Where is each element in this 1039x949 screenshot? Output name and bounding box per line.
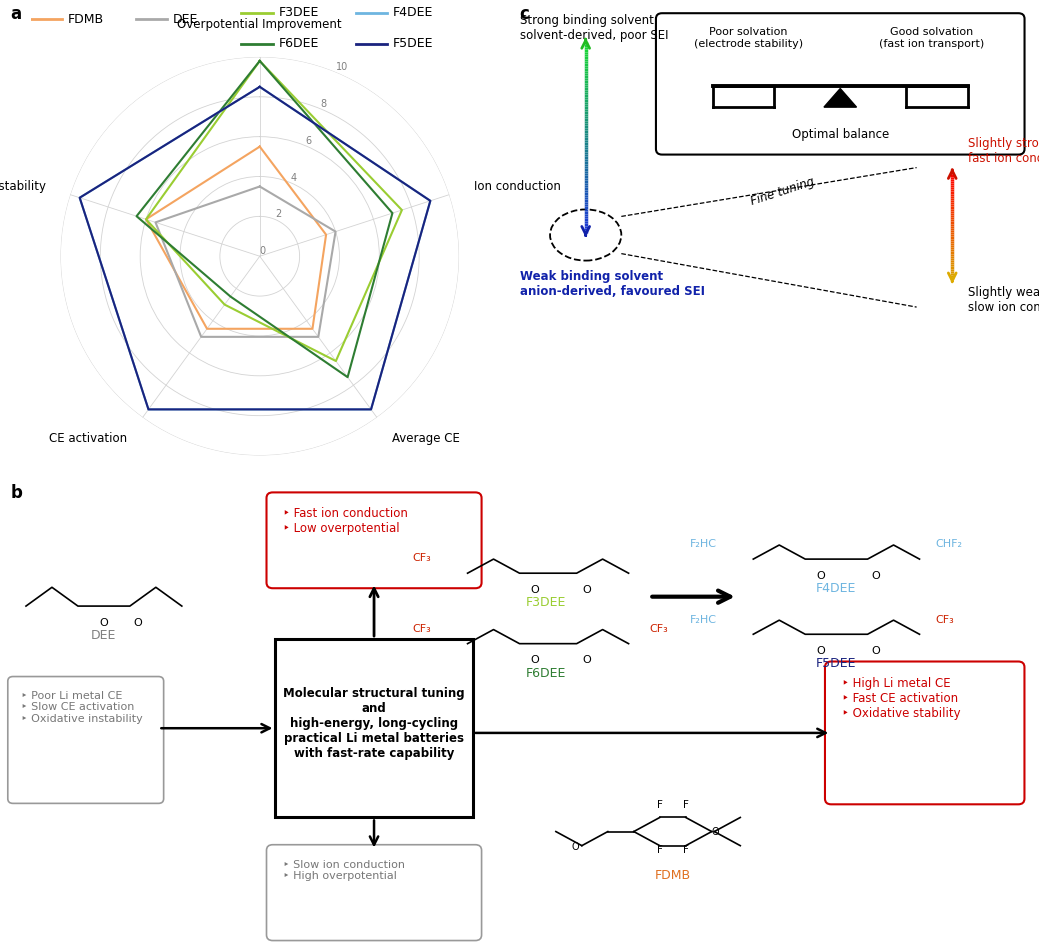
Text: F6DEE: F6DEE: [278, 37, 319, 50]
Text: FDMB: FDMB: [68, 13, 104, 26]
Text: FDMB: FDMB: [655, 868, 691, 882]
Text: O: O: [583, 656, 591, 665]
Text: DEE: DEE: [174, 13, 198, 26]
Text: CF₃: CF₃: [649, 623, 668, 634]
Text: F₂HC: F₂HC: [690, 539, 717, 549]
Text: ‣ Slow ion conduction
‣ High overpotential: ‣ Slow ion conduction ‣ High overpotenti…: [283, 860, 405, 882]
Text: F5DEE: F5DEE: [393, 37, 433, 50]
Text: F: F: [657, 845, 663, 855]
Text: CF₃: CF₃: [935, 615, 954, 624]
Text: O: O: [100, 618, 108, 628]
Text: Molecular structural tuning
and
high-energy, long-cycling
practical Li metal bat: Molecular structural tuning and high-ene…: [284, 687, 464, 760]
FancyBboxPatch shape: [267, 493, 482, 588]
Text: F: F: [683, 800, 689, 810]
Polygon shape: [824, 88, 856, 107]
Text: F5DEE: F5DEE: [817, 657, 856, 670]
FancyBboxPatch shape: [8, 677, 164, 804]
Text: Good solvation
(fast ion transport): Good solvation (fast ion transport): [879, 28, 985, 48]
Text: F: F: [657, 800, 663, 810]
Text: b: b: [10, 484, 22, 502]
Text: Slightly weaker solvent
slow ion conduction: Slightly weaker solvent slow ion conduct…: [967, 287, 1039, 314]
Text: O: O: [871, 646, 880, 656]
FancyBboxPatch shape: [825, 661, 1024, 805]
Text: O: O: [817, 646, 825, 656]
Text: F3DEE: F3DEE: [526, 596, 565, 609]
FancyBboxPatch shape: [267, 845, 482, 940]
Text: Optimal balance: Optimal balance: [792, 127, 888, 140]
Text: F6DEE: F6DEE: [526, 666, 565, 679]
Text: ‣ Fast ion conduction
‣ Low overpotential: ‣ Fast ion conduction ‣ Low overpotentia…: [283, 508, 408, 535]
Text: c: c: [520, 5, 530, 23]
Text: Weak binding solvent
anion-derived, favoured SEI: Weak binding solvent anion-derived, favo…: [520, 270, 704, 298]
Text: O: O: [712, 827, 719, 837]
Text: O: O: [583, 585, 591, 595]
Text: F4DEE: F4DEE: [817, 582, 856, 595]
Text: O: O: [571, 843, 580, 852]
Text: O: O: [133, 618, 142, 628]
Text: F3DEE: F3DEE: [278, 6, 319, 19]
Text: O: O: [531, 656, 539, 665]
Text: CF₃: CF₃: [412, 553, 431, 564]
FancyBboxPatch shape: [656, 13, 1024, 155]
Text: ‣ Poor Li metal CE
‣ Slow CE activation
‣ Oxidative instability: ‣ Poor Li metal CE ‣ Slow CE activation …: [21, 691, 142, 724]
Text: DEE: DEE: [91, 629, 116, 642]
Text: Poor solvation
(electrode stability): Poor solvation (electrode stability): [694, 28, 803, 48]
Text: CHF₂: CHF₂: [935, 539, 962, 549]
Text: Slightly stronger solvent
fast ion conduction: Slightly stronger solvent fast ion condu…: [967, 138, 1039, 165]
Bar: [275, 639, 473, 817]
Text: F4DEE: F4DEE: [393, 6, 433, 19]
Text: Strong binding solvent
solvent-derived, poor SEI: Strong binding solvent solvent-derived, …: [520, 14, 668, 42]
Text: O: O: [817, 571, 825, 581]
Text: CF₃: CF₃: [412, 623, 431, 634]
Text: a: a: [10, 5, 22, 23]
Text: Fine tuning: Fine tuning: [748, 175, 816, 208]
Text: ‣ High Li metal CE
‣ Fast CE activation
‣ Oxidative stability: ‣ High Li metal CE ‣ Fast CE activation …: [842, 677, 960, 719]
Text: O: O: [531, 585, 539, 595]
Text: O: O: [871, 571, 880, 581]
Text: F₂HC: F₂HC: [690, 615, 717, 624]
Text: F: F: [683, 845, 689, 855]
